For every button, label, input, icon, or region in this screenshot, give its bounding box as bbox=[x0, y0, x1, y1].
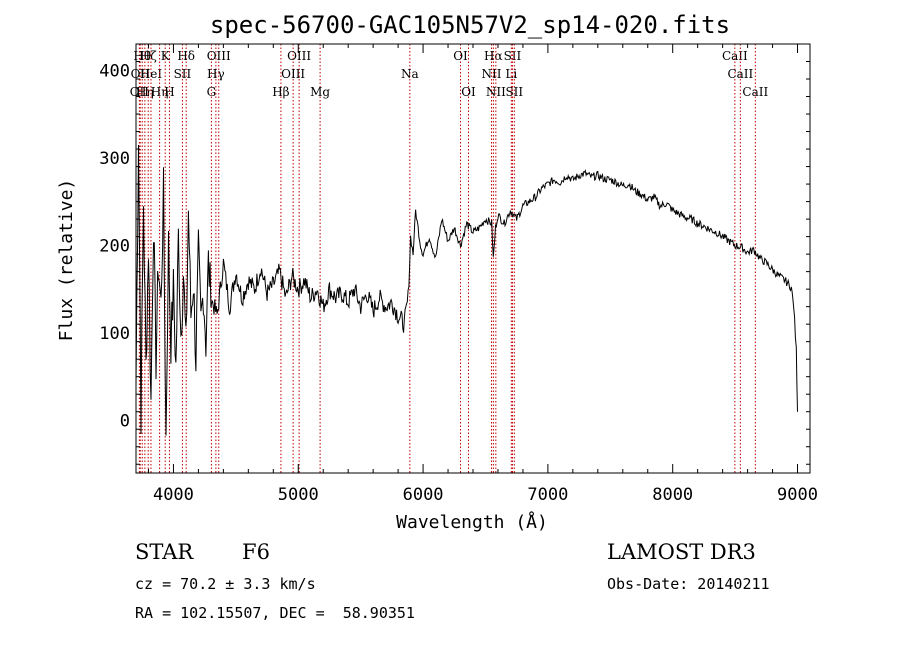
x-tick-label: 9000 bbox=[777, 485, 818, 505]
x-axis-label: Wavelength (Å) bbox=[396, 511, 548, 533]
spectral-line-label: NII bbox=[486, 85, 506, 99]
object-class: STAR bbox=[135, 540, 194, 564]
spectral-line-label: CaII bbox=[722, 49, 748, 63]
spectral-line-label: NII bbox=[481, 67, 501, 81]
obs-date: Obs-Date: 20140211 bbox=[607, 575, 770, 593]
spectral-line-label: Mg bbox=[310, 85, 330, 99]
y-tick-label: 0 bbox=[120, 411, 130, 431]
spectral-line-label: HeI bbox=[140, 67, 163, 81]
x-tick-label: 6000 bbox=[403, 485, 444, 505]
spectral-line-label: Hγ bbox=[207, 67, 225, 81]
spectral-line-label: Hη bbox=[151, 85, 169, 99]
object-subclass: F6 bbox=[242, 540, 270, 564]
chart-axes: 4000 5000 6000 7000 8000 9000 0 100 200 300 400 bbox=[99, 43, 818, 505]
spectral-line-label: G bbox=[207, 85, 217, 99]
spectral-line-label: Hζ bbox=[140, 49, 157, 63]
spectral-line-label: K bbox=[161, 49, 171, 63]
x-tick-label: 7000 bbox=[527, 485, 568, 505]
flux-line bbox=[135, 144, 798, 436]
plot-frame bbox=[135, 43, 811, 474]
spectral-line-label: Hδ bbox=[177, 49, 195, 63]
y-tick-label: 200 bbox=[99, 236, 130, 256]
spectral-line-label: OIII bbox=[207, 49, 231, 63]
spectral-line-label: Hβ bbox=[272, 85, 289, 99]
y-axis-label: Flux (relative) bbox=[56, 179, 77, 342]
chart-title: spec-56700-GAC105N57V2_sp14-020.fits bbox=[210, 11, 730, 39]
spectral-line-label: SII bbox=[505, 85, 523, 99]
spectral-line-label: OIII bbox=[287, 49, 311, 63]
x-tick-label: 8000 bbox=[652, 485, 693, 505]
x-tick-label: 4000 bbox=[153, 485, 194, 505]
spectral-line-label: CaII bbox=[742, 85, 768, 99]
y-tick-label: 400 bbox=[99, 61, 130, 81]
y-tick-label: 100 bbox=[99, 324, 130, 344]
redshift-cz: cz = 70.2 ± 3.3 km/s bbox=[135, 575, 316, 593]
spectrum-series bbox=[135, 144, 798, 436]
spectral-line-label: CaII bbox=[727, 67, 753, 81]
y-tick-label: 300 bbox=[99, 149, 130, 169]
spectral-line-label: Hη bbox=[136, 85, 154, 99]
spectral-line-label: SII bbox=[504, 49, 522, 63]
spectral-line-label: OI bbox=[453, 49, 468, 63]
coordinates: RA = 102.15507, DEC = 58.90351 bbox=[135, 604, 415, 622]
spectral-line-label: Hθ bbox=[133, 49, 151, 63]
spectral-line-label: OII bbox=[130, 85, 150, 99]
spectral-lines: OIIOIIHθHηHζHeIHηKHSIIHδGHγOIIIHβOIIIOII… bbox=[130, 44, 768, 473]
x-tick-label: 5000 bbox=[278, 485, 319, 505]
spectral-line-label: OI bbox=[461, 85, 476, 99]
spectral-line-label: H bbox=[164, 85, 174, 99]
spectral-line-label: OIII bbox=[281, 67, 305, 81]
spectral-line-label: SII bbox=[174, 67, 192, 81]
spectral-line-label: OII bbox=[131, 67, 151, 81]
spectral-line-label: Hα bbox=[484, 49, 503, 63]
spectral-line-label: Na bbox=[401, 67, 419, 81]
survey-name: LAMOST DR3 bbox=[607, 540, 756, 564]
spectral-line-label: Li bbox=[505, 67, 517, 81]
